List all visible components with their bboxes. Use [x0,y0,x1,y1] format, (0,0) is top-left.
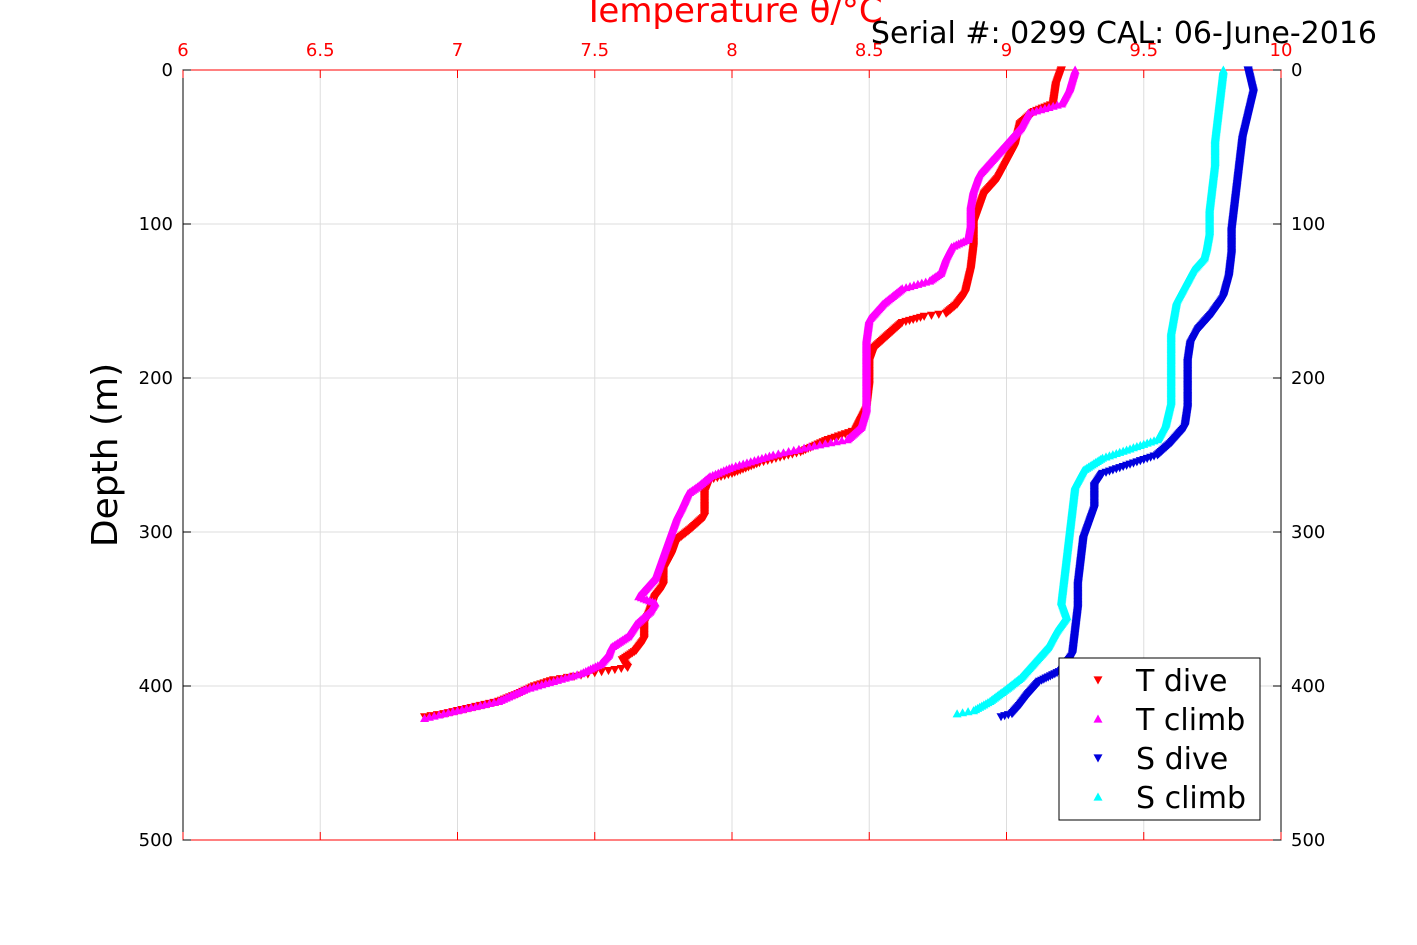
y-tick-label-right: 200 [1291,368,1325,389]
series-t-climb [420,65,1080,722]
y-tick-label-right: 100 [1291,214,1325,235]
chart-subtitle: Serial #: 0299 CAL: 06-June-2016 [871,16,1377,51]
data-series [420,65,1259,722]
legend: T dive T climb S dive S climb [1058,657,1261,821]
y-tick-label-left: 200 [139,368,173,389]
data-point [784,447,794,456]
series-s-dive [996,66,1259,722]
y-tick-label-right: 300 [1291,522,1325,543]
legend-label: S dive [1136,742,1228,777]
legend-marker [1093,792,1103,801]
y-axis-label: Depth (m) [85,363,126,547]
x-tick-label: 6 [177,40,188,61]
data-point [789,445,799,454]
data-point [996,713,1006,722]
legend-label: T dive [1135,664,1227,699]
data-point [804,442,814,451]
series-t-dive [420,66,1066,722]
x-tick-label: 7.5 [580,40,609,61]
y-tick-label-left: 100 [139,214,173,235]
data-point [603,667,613,676]
chart-title: Temperature θ/°C [582,0,882,31]
legend-label: T climb [1135,703,1245,738]
legend-marker [1093,714,1103,723]
data-point [963,707,973,716]
legend-marker [1093,754,1103,763]
y-tick-label-left: 400 [139,676,173,697]
y-tick-label-right: 0 [1291,60,1302,81]
data-point [420,713,430,722]
data-point [820,439,830,448]
x-tick-label: 8.5 [855,40,884,61]
data-point [809,441,819,450]
legend-marker [1093,676,1103,685]
data-point [958,708,968,717]
data-point [799,443,809,452]
x-tick-label: 8 [726,40,737,61]
grid-lines [183,70,1281,840]
data-point [623,663,633,673]
data-point [842,435,852,444]
x-tick-label: 10 [1270,40,1293,61]
legend-box [1058,657,1261,821]
legend-items: T dive T climb S dive S climb [1093,664,1246,816]
y-tick-label-left: 500 [139,830,173,851]
x-tick-label: 9 [1001,40,1012,61]
data-point [934,310,944,319]
data-point [773,449,783,458]
x-tick-label: 6.5 [306,40,335,61]
data-point [815,440,825,449]
y-tick-label-right: 400 [1291,676,1325,697]
data-point [610,665,620,675]
x-tick-label: 9.5 [1129,40,1158,61]
data-point [826,438,836,447]
data-point [926,311,936,320]
x-tick-label: 7 [452,40,463,61]
data-point [778,448,788,457]
data-point [952,709,962,718]
data-point [837,436,847,445]
y-tick-label-left: 0 [162,60,173,81]
data-point [616,664,626,674]
series-s-climb [952,65,1228,718]
data-point [969,706,979,715]
legend-label: S climb [1136,781,1246,816]
y-tick-label-left: 300 [139,522,173,543]
data-point [941,309,951,318]
y-tick-label-right: 500 [1291,830,1325,851]
data-point [794,444,804,453]
data-point [831,437,841,446]
